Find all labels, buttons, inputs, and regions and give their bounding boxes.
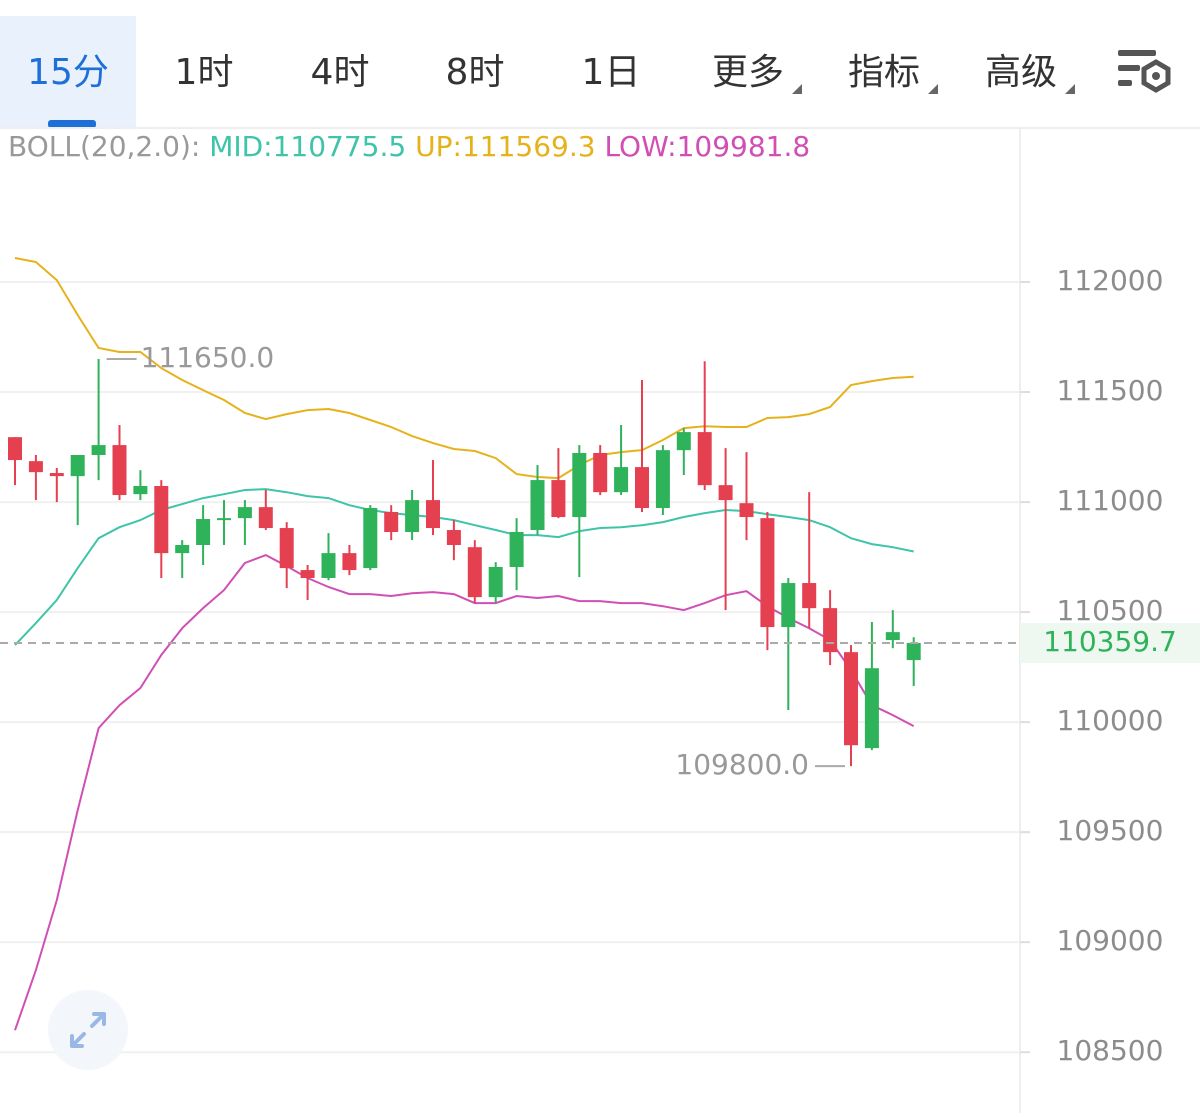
y-tick-label: 109500	[1057, 814, 1164, 847]
candle-body	[49, 473, 64, 477]
annotation-label: 111650.0	[141, 341, 275, 374]
candle-body	[133, 486, 148, 495]
candle-body	[426, 500, 440, 529]
candle-body	[217, 518, 231, 521]
candle-body	[718, 485, 733, 501]
tab-menu-caret	[928, 84, 938, 94]
tab-menu-caret	[792, 84, 802, 94]
candle-body	[237, 507, 252, 519]
candle-body	[196, 519, 211, 545]
candle-body	[635, 467, 649, 509]
y-tick-label: 112000	[1057, 264, 1164, 297]
candle-body	[614, 467, 629, 493]
icon-bar	[1118, 80, 1132, 86]
expand-arrows	[70, 1012, 106, 1048]
legend-entry: LOW:109981.8	[604, 130, 810, 163]
plot-area: 108500 109000 109500 110000 110500 111000 1115…	[0, 257, 1200, 1067]
candle-body	[530, 480, 545, 531]
candle-body	[572, 453, 587, 518]
candle-body	[802, 583, 817, 609]
candle-body	[551, 480, 566, 518]
candle-body	[112, 445, 127, 496]
y-tick-label: 111000	[1057, 484, 1164, 517]
candle-body	[844, 652, 858, 746]
candle-body	[363, 508, 378, 569]
tab-label[interactable]: 1日	[582, 52, 641, 93]
icon-gear	[1141, 59, 1171, 93]
candle-body	[70, 454, 85, 477]
tab-menu-caret	[1065, 84, 1075, 94]
candle-body	[655, 450, 670, 509]
candle-body	[739, 503, 754, 518]
candle-body	[823, 608, 838, 653]
candle-body	[8, 437, 22, 461]
tab-bar: 15分 1时 4时 8时 1日 更多 指标 高级	[0, 16, 1075, 128]
icon-bar	[1118, 65, 1140, 71]
y-tick-label: 110500	[1057, 594, 1164, 627]
expand-button[interactable]	[48, 990, 128, 1070]
y-tick-label: 111500	[1057, 374, 1164, 407]
y-tick-label: 109000	[1057, 924, 1164, 957]
candle-body	[342, 553, 357, 571]
candle-body	[405, 500, 420, 533]
candle-body	[906, 642, 921, 661]
tab-label[interactable]: 4时	[311, 52, 370, 93]
tab-label[interactable]: 更多	[712, 52, 784, 93]
icon-gear-hub	[1152, 72, 1160, 80]
candle-body	[91, 445, 106, 455]
annotation-label: 109800.0	[675, 748, 809, 781]
candle-body	[509, 532, 524, 567]
indicator-legend-text: BOLL(20,2.0): MID:110775.5 UP:111569.3 L…	[8, 130, 810, 163]
candle-body	[154, 486, 169, 554]
tab-active-indicator	[48, 120, 96, 128]
candle-body	[781, 583, 796, 628]
legend-entry: MID:110775.5	[209, 130, 406, 163]
last-price-box	[1020, 622, 1200, 663]
candle-body	[279, 528, 294, 569]
candle-body	[258, 507, 273, 529]
tab-label[interactable]: 8时	[446, 52, 505, 93]
tab-label[interactable]: 1时	[175, 52, 234, 93]
legend-entry: UP:111569.3	[415, 130, 595, 163]
candle-body	[467, 547, 482, 598]
indicator-legend: BOLL(20,2.0): MID:110775.5 UP:111569.3 L…	[8, 130, 810, 163]
candle-body	[384, 511, 399, 533]
candle-body	[697, 432, 712, 486]
icon-bar	[1118, 50, 1156, 56]
candle-body	[488, 566, 503, 598]
tab-label[interactable]: 高级	[985, 52, 1057, 93]
candle-body	[593, 453, 608, 493]
candle-body	[760, 518, 775, 628]
settings-icon[interactable]	[1118, 50, 1171, 93]
candle-body	[175, 544, 190, 554]
last-price-label: 110359.7	[1043, 625, 1177, 658]
boll-line	[14, 257, 914, 480]
candle-body	[321, 553, 336, 578]
candle-body	[864, 668, 879, 749]
candle-body	[885, 632, 900, 641]
tab-label[interactable]: 指标	[848, 52, 920, 93]
tab-label[interactable]: 15分	[27, 52, 109, 93]
candle-body	[676, 432, 691, 451]
y-tick-label: 110000	[1057, 704, 1164, 737]
tab-active-bg	[0, 16, 136, 128]
candle-body	[446, 530, 461, 545]
candle-body	[300, 570, 315, 578]
candle-body	[28, 461, 43, 473]
y-tick-label: 108500	[1057, 1034, 1164, 1067]
expand-circle	[48, 990, 128, 1070]
indicator-name: BOLL(20,2.0):	[8, 130, 200, 163]
